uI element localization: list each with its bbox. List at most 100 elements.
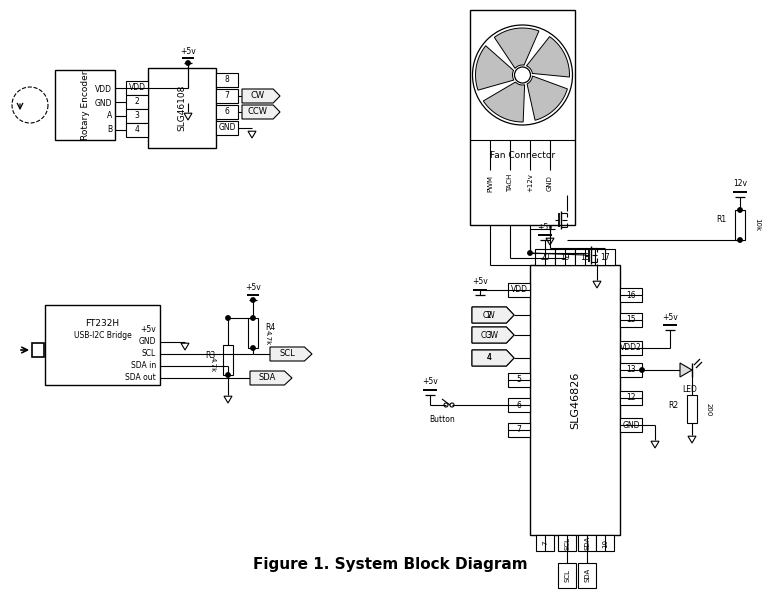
Text: Fan Connector: Fan Connector: [490, 151, 555, 160]
Polygon shape: [472, 350, 514, 366]
Polygon shape: [270, 347, 312, 361]
Text: GND: GND: [139, 337, 156, 346]
Bar: [126, 109, 148, 123]
Text: CCW: CCW: [247, 107, 268, 116]
Bar: [508, 398, 530, 412]
Bar: [575, 249, 595, 265]
Bar: [687, 395, 697, 423]
Text: 10: 10: [602, 539, 608, 547]
Polygon shape: [472, 327, 514, 343]
Bar: [508, 283, 530, 297]
Text: VDD: VDD: [129, 83, 146, 92]
Polygon shape: [526, 37, 569, 77]
Text: R4: R4: [265, 323, 275, 332]
Bar: [32, 343, 44, 357]
Text: +5v: +5v: [472, 277, 488, 286]
Text: VDD: VDD: [510, 286, 527, 295]
Bar: [558, 535, 576, 551]
Polygon shape: [242, 105, 280, 119]
Bar: [508, 423, 530, 437]
Bar: [248, 318, 258, 348]
Text: +5v: +5v: [140, 325, 156, 335]
Text: 3: 3: [135, 112, 140, 121]
Text: VDD2: VDD2: [620, 343, 642, 352]
Bar: [508, 373, 530, 387]
Polygon shape: [472, 350, 514, 366]
Circle shape: [225, 316, 230, 320]
Text: SCL: SCL: [279, 349, 295, 358]
Circle shape: [738, 238, 743, 242]
Circle shape: [225, 373, 230, 377]
Bar: [596, 535, 614, 551]
Bar: [223, 345, 233, 375]
Text: 7: 7: [542, 541, 548, 545]
Text: SDA: SDA: [584, 568, 590, 582]
Text: VDD: VDD: [95, 85, 112, 94]
Bar: [55, 70, 115, 140]
Text: GND: GND: [94, 98, 112, 107]
Polygon shape: [250, 371, 292, 385]
Text: Rotary Encoder: Rotary Encoder: [80, 70, 90, 140]
Circle shape: [251, 298, 255, 302]
Circle shape: [528, 251, 532, 255]
Polygon shape: [527, 76, 567, 120]
Bar: [45, 305, 160, 385]
Text: 12v: 12v: [733, 179, 747, 188]
Bar: [595, 249, 615, 265]
Text: 12: 12: [626, 394, 636, 403]
Text: +5v: +5v: [537, 223, 553, 232]
Text: SLG46826: SLG46826: [570, 371, 580, 428]
Text: A: A: [107, 112, 112, 121]
Bar: [620, 313, 642, 327]
Text: 4: 4: [487, 353, 491, 362]
Text: GND: GND: [622, 421, 640, 430]
Text: R1: R1: [716, 215, 726, 224]
Text: 6: 6: [516, 401, 522, 409]
Circle shape: [186, 61, 190, 65]
Bar: [530, 265, 620, 535]
Text: 2: 2: [487, 311, 491, 319]
Circle shape: [251, 316, 255, 320]
Bar: [536, 535, 554, 551]
Text: 8: 8: [225, 76, 229, 85]
Circle shape: [738, 208, 743, 212]
Bar: [535, 249, 555, 265]
Text: SCL: SCL: [142, 349, 156, 358]
Polygon shape: [472, 307, 514, 323]
Bar: [216, 73, 238, 87]
Bar: [620, 391, 642, 405]
Text: 4.7k: 4.7k: [210, 358, 216, 373]
Polygon shape: [476, 46, 514, 90]
Text: SDA in: SDA in: [131, 361, 156, 370]
Text: 2: 2: [135, 97, 140, 107]
Bar: [126, 95, 148, 109]
Text: 15: 15: [626, 316, 636, 325]
Text: SDA out: SDA out: [126, 373, 156, 383]
Bar: [126, 81, 148, 95]
Polygon shape: [242, 89, 280, 103]
Text: B: B: [107, 124, 112, 133]
Text: 4: 4: [487, 353, 491, 362]
Polygon shape: [495, 28, 539, 68]
Text: 13: 13: [626, 365, 636, 374]
Bar: [126, 123, 148, 137]
Text: 3: 3: [487, 331, 491, 340]
Text: 17: 17: [600, 253, 610, 262]
Text: 4: 4: [135, 125, 140, 134]
Text: R3: R3: [206, 350, 216, 359]
Bar: [620, 341, 642, 355]
Text: +5v: +5v: [180, 46, 196, 55]
Polygon shape: [472, 327, 514, 343]
Text: SDA: SDA: [258, 373, 276, 383]
Text: 18: 18: [580, 253, 590, 262]
Text: 6: 6: [225, 107, 229, 116]
Text: +5v: +5v: [662, 313, 678, 322]
Text: CW: CW: [250, 91, 264, 100]
Bar: [148, 68, 216, 148]
Text: CW: CW: [483, 311, 495, 319]
Text: 5: 5: [516, 376, 522, 385]
Bar: [216, 121, 238, 135]
Circle shape: [640, 368, 644, 372]
Text: PWM: PWM: [487, 175, 493, 191]
Text: SCL: SCL: [564, 536, 570, 550]
